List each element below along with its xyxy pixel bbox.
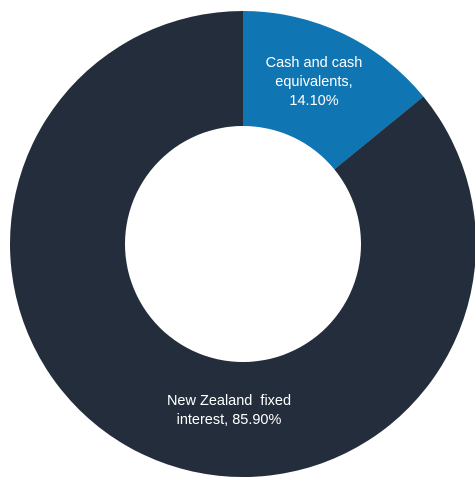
data-label-line: New Zealand fixed	[167, 393, 291, 409]
slice-new-zealand-fixed-interest	[10, 11, 475, 477]
slice-cash-and-cash-equivalents	[243, 11, 424, 170]
slices-group	[10, 11, 475, 477]
data-label-line: Cash and cash	[266, 55, 363, 71]
data-label-cash-and-cash-equivalents: Cash and cash equivalents, 14.10%	[266, 55, 363, 109]
data-label-line: interest, 85.90%	[177, 412, 282, 428]
labels-group: Cash and cash equivalents, 14.10% New Zeala…	[167, 55, 362, 428]
data-label-new-zealand-fixed-interest: New Zealand fixed interest, 85.90%	[167, 393, 291, 428]
data-label-line: 14.10%	[289, 93, 338, 109]
data-label-line: equivalents,	[275, 74, 352, 90]
